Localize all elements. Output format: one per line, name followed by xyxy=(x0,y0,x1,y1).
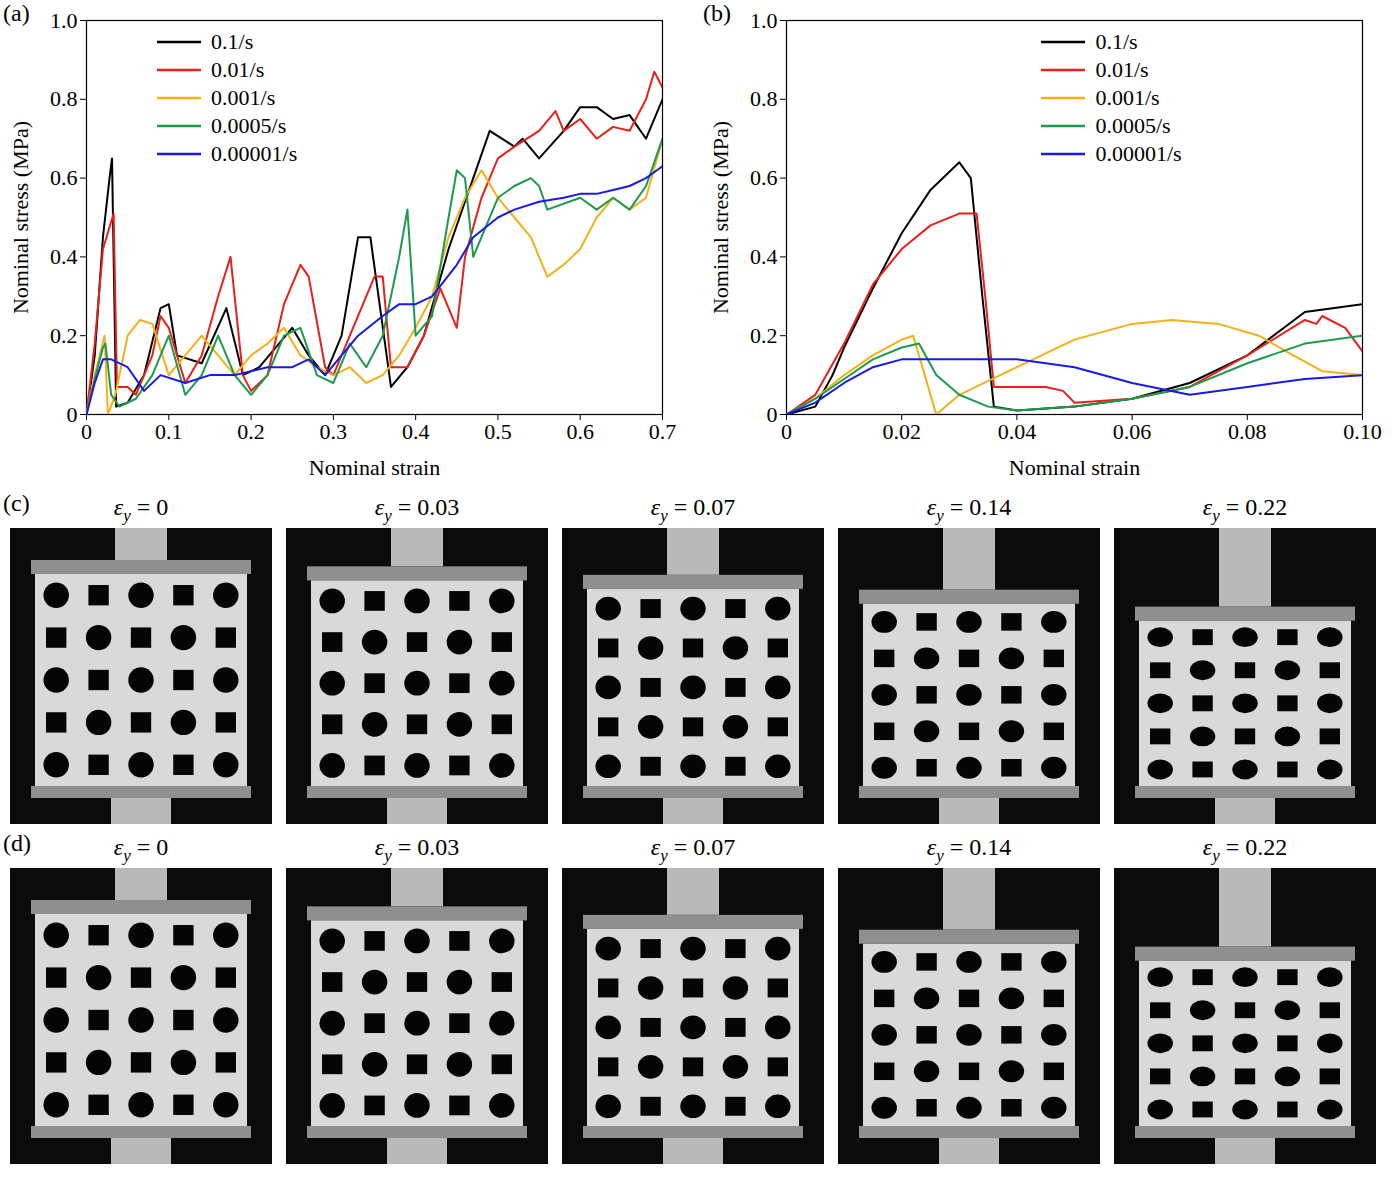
html-text:εy= 0.03: εy= 0.03 xyxy=(374,834,460,865)
html-text:(b): (b) xyxy=(703,0,731,26)
svg-text:Nominal stress (MPa): Nominal stress (MPa) xyxy=(8,121,33,314)
svg-text:0: 0 xyxy=(767,402,778,427)
svg-text:0.02: 0.02 xyxy=(882,419,921,444)
html-text:εy= 0.03: εy= 0.03 xyxy=(374,494,460,525)
svg-text:1.0: 1.0 xyxy=(50,8,78,33)
html-text:εy= 0.07: εy= 0.07 xyxy=(650,494,736,525)
svg-text:0.6: 0.6 xyxy=(50,165,78,190)
svg-text:0.06: 0.06 xyxy=(1113,419,1152,444)
html-text:0.0005/s: 0.0005/s xyxy=(211,113,287,138)
html-text:εy= 0.14: εy= 0.14 xyxy=(926,834,1012,865)
html-text:0.0005/s: 0.0005/s xyxy=(1095,113,1171,138)
svg-text:0.6: 0.6 xyxy=(750,165,778,190)
html-text:0.01/s: 0.01/s xyxy=(211,57,265,82)
html-text:εy= 0.22: εy= 0.22 xyxy=(1202,494,1288,525)
svg-text:0.6: 0.6 xyxy=(566,419,594,444)
html-text:εy= 0: εy= 0 xyxy=(113,834,169,865)
svg-text:0: 0 xyxy=(67,402,78,427)
svg-text:0.5: 0.5 xyxy=(484,419,512,444)
html-text:0.001/s: 0.001/s xyxy=(211,85,276,110)
html-text:(d): (d) xyxy=(3,830,31,856)
html-text:εy= 0.07: εy= 0.07 xyxy=(650,834,736,865)
svg-text:0.4: 0.4 xyxy=(402,419,430,444)
svg-text:0.04: 0.04 xyxy=(998,419,1037,444)
svg-text:1.0: 1.0 xyxy=(750,8,778,33)
html-text:0.1/s: 0.1/s xyxy=(211,29,254,54)
svg-text:Nominal strain: Nominal strain xyxy=(1009,455,1140,480)
html-text:(a): (a) xyxy=(3,0,30,26)
svg-text:0.4: 0.4 xyxy=(750,244,778,269)
svg-text:0.4: 0.4 xyxy=(50,244,78,269)
html-text:0.00001/s: 0.00001/s xyxy=(1095,141,1182,166)
svg-text:0.08: 0.08 xyxy=(1228,419,1267,444)
svg-text:0: 0 xyxy=(81,419,92,444)
svg-text:0.1: 0.1 xyxy=(155,419,183,444)
svg-text:0.2: 0.2 xyxy=(50,323,78,348)
svg-text:0.10: 0.10 xyxy=(1343,419,1382,444)
svg-text:Nominal stress (MPa): Nominal stress (MPa) xyxy=(708,121,733,314)
html-text:εy= 0.14: εy= 0.14 xyxy=(926,494,1012,525)
html-text:0.001/s: 0.001/s xyxy=(1095,85,1160,110)
html-text:εy= 0: εy= 0 xyxy=(113,494,169,525)
svg-text:0.7: 0.7 xyxy=(649,419,677,444)
html-text:0.00001/s: 0.00001/s xyxy=(211,141,298,166)
html-text:0.01/s: 0.01/s xyxy=(1095,57,1149,82)
svg-text:Nominal strain: Nominal strain xyxy=(309,455,440,480)
svg-text:0.2: 0.2 xyxy=(237,419,264,444)
svg-text:0: 0 xyxy=(781,419,792,444)
svg-text:0.3: 0.3 xyxy=(320,419,348,444)
html-text:0.1/s: 0.1/s xyxy=(1095,29,1138,54)
svg-text:0.2: 0.2 xyxy=(750,323,778,348)
svg-text:0.8: 0.8 xyxy=(750,86,778,111)
svg-text:0.8: 0.8 xyxy=(50,86,78,111)
html-text:εy= 0.22: εy= 0.22 xyxy=(1202,834,1288,865)
html-text:(c): (c) xyxy=(3,490,30,516)
